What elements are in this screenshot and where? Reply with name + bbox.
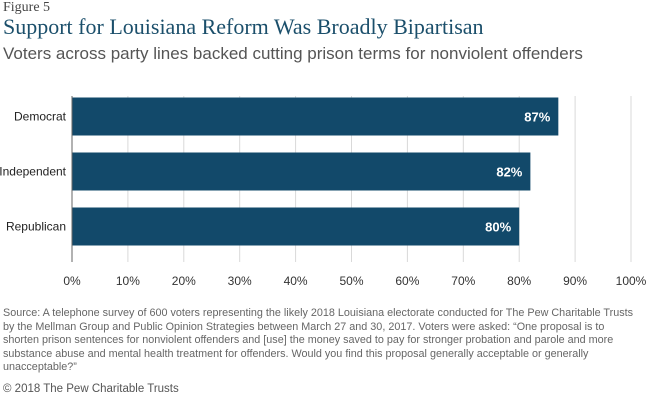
x-tick-label: 40%	[284, 274, 308, 288]
data-label: 80%	[485, 220, 511, 235]
copyright: © 2018 The Pew Charitable Trusts	[3, 383, 179, 395]
bar	[72, 97, 559, 136]
x-tick-label: 90%	[563, 274, 587, 288]
x-tick-label: 50%	[339, 274, 363, 288]
x-tick-label: 30%	[228, 274, 252, 288]
data-label: 82%	[496, 165, 522, 180]
x-tick-label: 60%	[395, 274, 419, 288]
bar	[72, 152, 531, 191]
figure-label: Figure 5	[3, 0, 51, 15]
x-tick-label: 70%	[451, 274, 475, 288]
category-label: Independent	[0, 165, 67, 179]
category-label: Republican	[6, 220, 66, 234]
bar	[72, 207, 520, 246]
chart-title: Support for Louisiana Reform Was Broadly…	[3, 14, 484, 39]
x-tick-label: 10%	[116, 274, 140, 288]
x-tick-label: 80%	[507, 274, 531, 288]
x-tick-label: 20%	[172, 274, 196, 288]
x-tick-label: 100%	[616, 274, 647, 288]
x-tick-label: 0%	[63, 274, 81, 288]
source-note: Source: A telephone survey of 600 voters…	[3, 307, 633, 374]
chart-subtitle: Voters across party lines backed cutting…	[3, 44, 583, 63]
category-label: Democrat	[14, 110, 67, 124]
bar-chart: 0% 10% 20% 30% 40% 50% 60% 70% 80% 90% 100% Democra…	[0, 96, 647, 288]
data-label: 87%	[524, 110, 550, 125]
